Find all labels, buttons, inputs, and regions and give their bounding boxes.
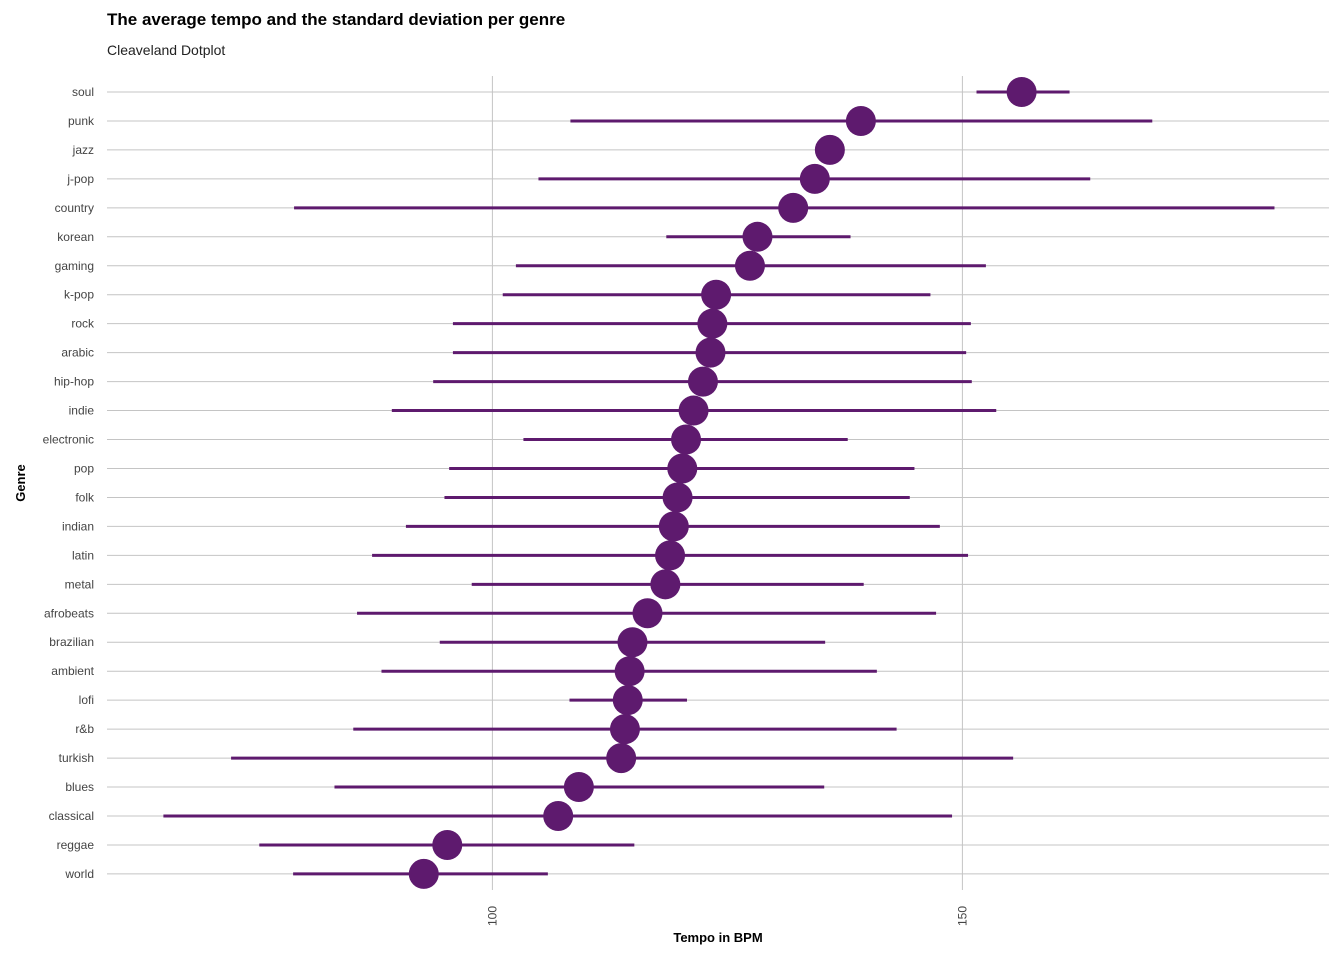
y-tick-label-lofi: lofi (79, 693, 94, 707)
mean-points (408, 77, 1037, 889)
y-tick-label-blues: blues (65, 780, 94, 794)
mean-point-rock (697, 308, 728, 339)
mean-point-gaming (734, 250, 765, 281)
y-tick-label-soul: soul (72, 85, 94, 99)
y-tick-label-brazilian: brazilian (49, 635, 94, 649)
y-tick-label-k-pop: k-pop (64, 288, 94, 302)
genre-tick-labels: soul punk jazz j-pop country korean gaming k-po… (43, 85, 95, 881)
y-tick-label-indian: indian (62, 519, 94, 533)
y-tick-label-afrobeats: afrobeats (44, 606, 94, 620)
y-tick-label-country: country (55, 201, 94, 215)
y-tick-label-electronic: electronic (43, 433, 94, 447)
y-tick-label-gaming: gaming (55, 259, 94, 273)
mean-point-afrobeats (632, 598, 663, 629)
x-tick-label-150: 150 (955, 906, 969, 926)
mean-point-pop (667, 453, 698, 484)
mean-point-folk (662, 482, 693, 513)
y-tick-label-arabic: arabic (61, 346, 94, 360)
mean-point-j-pop (799, 163, 830, 194)
x-axis-title: Tempo in BPM (673, 930, 762, 945)
x-tick-label-100: 100 (485, 906, 499, 926)
y-tick-label-turkish: turkish (59, 751, 94, 765)
y-tick-label-reggae: reggae (57, 838, 95, 852)
mean-point-brazilian (617, 627, 648, 658)
y-tick-label-j-pop: j-pop (66, 172, 94, 186)
y-tick-label-hip-hop: hip-hop (54, 375, 94, 389)
y-tick-label-folk: folk (75, 490, 95, 504)
y-tick-label-punk: punk (68, 114, 95, 128)
mean-point-world (408, 858, 439, 889)
mean-point-metal (650, 569, 681, 600)
mean-point-electronic (671, 424, 702, 455)
y-tick-label-indie: indie (69, 404, 95, 418)
mean-point-blues (563, 772, 594, 803)
y-tick-label-metal: metal (65, 577, 94, 591)
mean-point-latin (655, 540, 686, 571)
mean-point-hip-hop (687, 366, 718, 397)
y-tick-label-rock: rock (71, 317, 95, 331)
y-tick-label-korean: korean (57, 230, 94, 244)
vertical-gridlines (491, 76, 963, 890)
mean-point-arabic (695, 337, 726, 368)
y-axis-title: Genre (13, 464, 28, 502)
mean-point-r&b (609, 714, 640, 745)
chart-subtitle: Cleaveland Dotplot (107, 42, 226, 58)
mean-point-indie (678, 395, 709, 426)
y-tick-label-jazz: jazz (72, 143, 94, 157)
mean-point-ambient (614, 656, 645, 687)
mean-point-jazz (814, 134, 845, 165)
tempo-tick-labels: 100 150 (485, 906, 969, 926)
mean-point-lofi (612, 685, 643, 716)
mean-point-classical (543, 801, 574, 831)
mean-point-indian (658, 511, 689, 542)
sd-segments (163, 90, 1275, 876)
chart-title: The average tempo and the standard devia… (107, 10, 566, 29)
mean-point-korean (742, 221, 773, 252)
mean-point-punk (845, 105, 876, 136)
mean-point-country (778, 192, 809, 223)
y-tick-label-latin: latin (72, 548, 94, 562)
y-tick-label-ambient: ambient (51, 664, 94, 678)
y-tick-label-r&b: r&b (75, 722, 94, 736)
y-tick-label-world: world (64, 867, 94, 881)
mean-point-k-pop (701, 279, 732, 310)
y-tick-label-pop: pop (74, 461, 94, 475)
mean-point-reggae (432, 829, 463, 860)
y-tick-label-classical: classical (49, 809, 94, 823)
mean-point-turkish (606, 743, 637, 774)
mean-point-soul (1006, 77, 1037, 107)
